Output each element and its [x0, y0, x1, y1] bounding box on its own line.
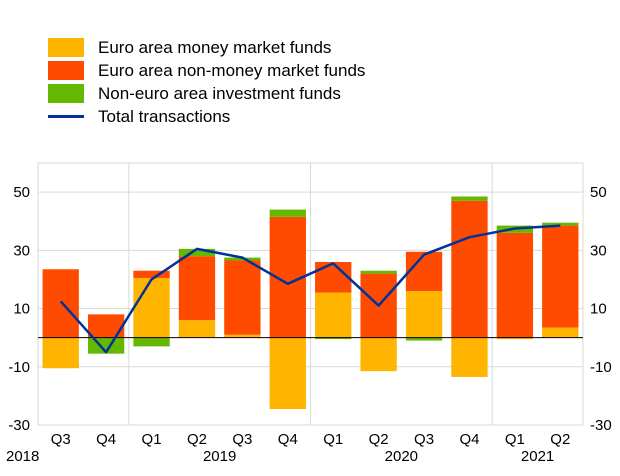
bar-segment	[315, 261, 352, 293]
y-tick-label-right: -30	[590, 417, 612, 434]
legend-color-swatch	[48, 61, 84, 80]
x-tick-label: Q1	[142, 431, 162, 448]
legend-label: Euro area money market funds	[98, 37, 332, 57]
bar-segment	[133, 270, 170, 278]
bar-segment	[496, 337, 534, 340]
y-tick-label-left: 10	[13, 301, 30, 318]
y-tick-label-left: 50	[13, 184, 30, 201]
bar-segment	[315, 292, 352, 338]
bar-segment	[87, 314, 125, 338]
legend-color-swatch	[48, 84, 84, 103]
y-tick-label-left: -10	[8, 359, 30, 376]
year-label: 2020	[385, 448, 418, 465]
bar-segment	[133, 277, 170, 338]
y-tick-label-right: 10	[590, 301, 607, 318]
chart-legend: Euro area money market funds Euro area no…	[48, 36, 365, 128]
legend-label: Euro area non-money market funds	[98, 60, 366, 80]
y-tick-label-left: -30	[8, 417, 30, 434]
bar-segment	[542, 222, 579, 226]
bar-segment	[451, 200, 488, 338]
bar-segment	[360, 270, 397, 274]
bar-segment	[224, 334, 261, 338]
x-tick-label: Q4	[96, 431, 116, 448]
bar-segment	[360, 337, 397, 372]
legend-item: Total transactions	[48, 105, 365, 128]
bar-segment	[42, 337, 79, 369]
bar-segment	[315, 337, 352, 340]
bar-segment	[178, 248, 216, 257]
x-tick-label: Q3	[232, 431, 252, 448]
bar-segment	[269, 209, 306, 217]
bar-segment	[133, 337, 170, 347]
y-tick-label-left: 30	[13, 242, 30, 259]
x-tick-label: Q4	[459, 431, 479, 448]
y-tick-label-right: -10	[590, 359, 612, 376]
x-tick-label: Q3	[414, 431, 434, 448]
legend-color-swatch	[48, 38, 84, 57]
x-tick-label: Q1	[505, 431, 525, 448]
bar-segment	[224, 260, 261, 335]
y-tick-label-right: 30	[590, 242, 607, 259]
bar-segment	[451, 196, 488, 201]
year-label: 2021	[521, 448, 554, 465]
x-tick-label: Q1	[323, 431, 343, 448]
bar-segment	[405, 291, 443, 338]
x-tick-label: Q2	[550, 431, 570, 448]
bar-segment	[224, 257, 261, 261]
bar-segment	[42, 269, 79, 338]
bar-segment	[405, 337, 443, 341]
bar-segment	[405, 251, 443, 292]
plot-border	[37, 162, 584, 426]
x-tick-label: Q2	[369, 431, 389, 448]
legend-item: Non-euro area investment funds	[48, 82, 365, 105]
bar-segment	[269, 337, 306, 409]
legend-line-swatch	[48, 115, 84, 118]
bar-segment	[496, 232, 534, 338]
x-tick-label: Q2	[187, 431, 207, 448]
bar-segment	[542, 327, 579, 338]
legend-label: Total transactions	[98, 106, 231, 126]
x-tick-label: Q4	[278, 431, 298, 448]
legend-item: Euro area money market funds	[48, 36, 365, 59]
bar-segment	[178, 256, 216, 321]
year-label: 2018	[6, 448, 39, 465]
legend-item: Euro area non-money market funds	[48, 59, 365, 82]
x-tick-label: Q3	[51, 431, 71, 448]
bar-segment	[542, 225, 579, 328]
bar-segment	[178, 320, 216, 338]
year-label: 2019	[203, 448, 236, 465]
bar-segment	[451, 337, 488, 377]
legend-label: Non-euro area investment funds	[98, 83, 341, 103]
y-tick-label-right: 50	[590, 184, 607, 201]
total-transactions-line	[59, 224, 561, 354]
